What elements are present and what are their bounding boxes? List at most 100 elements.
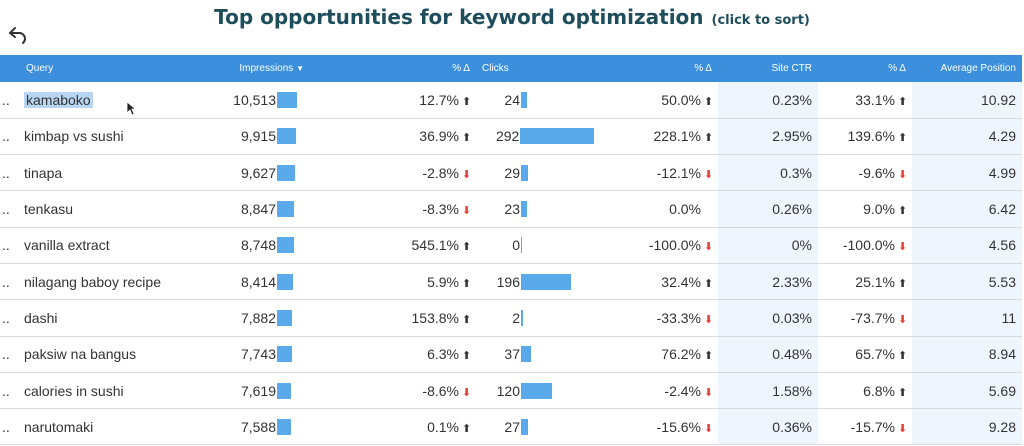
query-cell[interactable]: tenkasu [20,191,190,227]
row-marker: .. [2,273,10,290]
column-header-clicks[interactable]: Clicks [482,63,509,74]
impressions-cell: 7,588 [190,409,310,445]
query-cell[interactable]: vanilla extract [20,227,190,263]
ctr-delta-cell: 139.6% ⬆ [818,118,912,154]
query-cell[interactable]: paksiw na bangus [20,336,190,372]
clicks-bar [521,346,531,363]
average-position-cell: 4.29 [912,118,1022,155]
clicks-delta-cell: -15.6% ⬇ [600,409,718,445]
site-ctr-cell: 0% [718,227,818,264]
clicks-cell: 27 [476,409,600,445]
query-text: kamaboko [24,91,93,108]
impressions-value: 7,743 [240,346,276,363]
clicks-value: 29 [504,164,520,181]
clicks-bar [521,201,527,218]
row-marker: .. [2,237,10,254]
arrow-down-icon: ⬇ [704,241,714,254]
impressions-delta-value: 36.9% [419,128,459,145]
column-header-clicks-delta[interactable]: % Δ [694,63,712,74]
column-header-average-position[interactable]: Average Position [940,63,1016,74]
table-row[interactable]: .. tinapa 9,627 -2.8% ⬇ 29 -12.1% ⬇ 0.3% -9.6% ⬇ 4.… [0,154,1022,191]
query-cell[interactable]: calories in sushi [20,372,190,408]
query-cell[interactable]: kimbap vs sushi [20,118,190,154]
table-row[interactable]: .. tenkasu 8,847 -8.3% ⬇ 23 0.0% 0.26% 9.0% ⬆ 6.42 [0,190,1022,228]
impressions-delta-value: 153.8% [411,309,459,326]
keyword-table: Query Impressions ▼ % Δ Clicks % Δ Site … [0,55,1022,445]
arrow-down-icon: ⬇ [898,313,908,326]
ctr-delta-cell: 25.1% ⬆ [818,263,912,299]
column-header-site-ctr[interactable]: Site CTR [718,55,818,82]
impressions-cell: 8,847 [190,191,310,227]
impressions-delta-value: 6.3% [427,346,459,363]
impressions-delta-cell: -8.3% ⬇ [310,191,476,227]
average-position-cell: 5.69 [912,372,1022,409]
arrow-up-icon: ⬆ [898,132,908,145]
clicks-bar [521,273,571,290]
impressions-value: 7,619 [240,382,276,399]
query-cell[interactable]: nilagang baboy recipe [20,263,190,299]
query-cell[interactable]: dashi [20,300,190,336]
table-row[interactable]: .. narutomaki 7,588 0.1% ⬆ 27 -15.6% ⬇ 0.36% -15.… [0,408,1022,445]
impressions-delta-value: -8.3% [422,201,459,218]
column-header-impressions[interactable]: Impressions ▼ [239,63,304,74]
arrow-up-icon: ⬆ [898,95,908,108]
table-row[interactable]: .. nilagang baboy recipe 8,414 5.9% ⬆ 196 32.4… [0,263,1022,300]
arrow-up-icon: ⬆ [898,386,908,399]
table-row[interactable]: .. paksiw na bangus 7,743 6.3% ⬆ 37 76.2% ⬆ 0.48… [0,336,1022,373]
query-cell[interactable]: narutomaki [20,409,190,445]
site-ctr-cell: 0.3% [718,154,818,191]
clicks-delta-value: 228.1% [653,128,701,145]
clicks-bar [521,418,528,435]
clicks-value: 23 [504,201,520,218]
impressions-delta-cell: 6.3% ⬆ [310,336,476,372]
clicks-cell: 2 [476,300,600,336]
clicks-cell: 0 [476,227,600,263]
query-text: kimbap vs sushi [24,128,124,145]
impressions-delta-cell: -2.8% ⬇ [310,155,476,191]
ctr-delta-value: 6.8% [863,382,895,399]
ctr-delta-cell: 33.1% ⬆ [818,82,912,118]
impressions-bar [277,309,292,326]
ctr-delta-value: 9.0% [863,201,895,218]
table-row[interactable]: .. calories in sushi 7,619 -8.6% ⬇ 120 -2.4% ⬇ 1… [0,372,1022,409]
row-marker: .. [2,382,10,399]
table-row[interactable]: .. dashi 7,882 153.8% ⬆ 2 -33.3% ⬇ 0.03% -73.7% ⬇ 1… [0,299,1022,337]
site-ctr-cell: 0.36% [718,408,818,445]
column-header-impressions-delta[interactable]: % Δ [452,63,470,74]
query-cell[interactable]: kamaboko [20,82,190,118]
site-ctr-cell: 0.23% [718,82,818,119]
impressions-delta-value: -8.6% [422,382,459,399]
query-cell[interactable]: tinapa [20,155,190,191]
impressions-delta-cell: 0.1% ⬆ [310,409,476,445]
arrow-down-icon: ⬇ [704,313,714,326]
query-text: nilagang baboy recipe [24,273,161,290]
table-row[interactable]: .. kimbap vs sushi 9,915 36.9% ⬆ 292 228.1% ⬆ 2.… [0,118,1022,155]
table-row[interactable]: .. kamaboko 10,513 12.7% ⬆ 24 50.0% ⬆ 0.23% 33.1%… [0,82,1022,119]
impressions-cell: 10,513 [190,82,310,118]
ctr-delta-value: 65.7% [855,346,895,363]
clicks-cell: 292 [476,118,600,154]
average-position-cell: 5.53 [912,263,1022,300]
impressions-bar [277,382,291,399]
clicks-cell: 29 [476,155,600,191]
clicks-delta-value: 50.0% [661,91,701,108]
arrow-up-icon: ⬆ [704,95,714,108]
impressions-bar [277,273,293,290]
column-header-ctr-delta[interactable]: % Δ [888,63,906,74]
clicks-delta-value: -33.3% [656,309,701,326]
ctr-delta-cell: -73.7% ⬇ [818,300,912,336]
impressions-bar [277,418,291,435]
table-header-row: Query Impressions ▼ % Δ Clicks % Δ Site … [0,55,1022,82]
page-header: Top opportunities for keyword optimizati… [0,0,1024,34]
arrow-up-icon: ⬆ [898,277,908,290]
impressions-delta-value: -2.8% [422,164,459,181]
table-row[interactable]: .. vanilla extract 8,748 545.1% ⬆ 0 -100.0% ⬇ 0%… [0,227,1022,264]
arrow-up-icon: ⬆ [462,422,472,435]
clicks-delta-cell: 32.4% ⬆ [600,263,718,299]
query-text: narutomaki [24,418,94,435]
ctr-delta-value: 139.6% [847,128,895,145]
row-marker: .. [2,346,10,363]
column-header-query[interactable]: Query [26,63,54,74]
undo-icon[interactable] [6,26,28,44]
clicks-bar [521,237,522,254]
